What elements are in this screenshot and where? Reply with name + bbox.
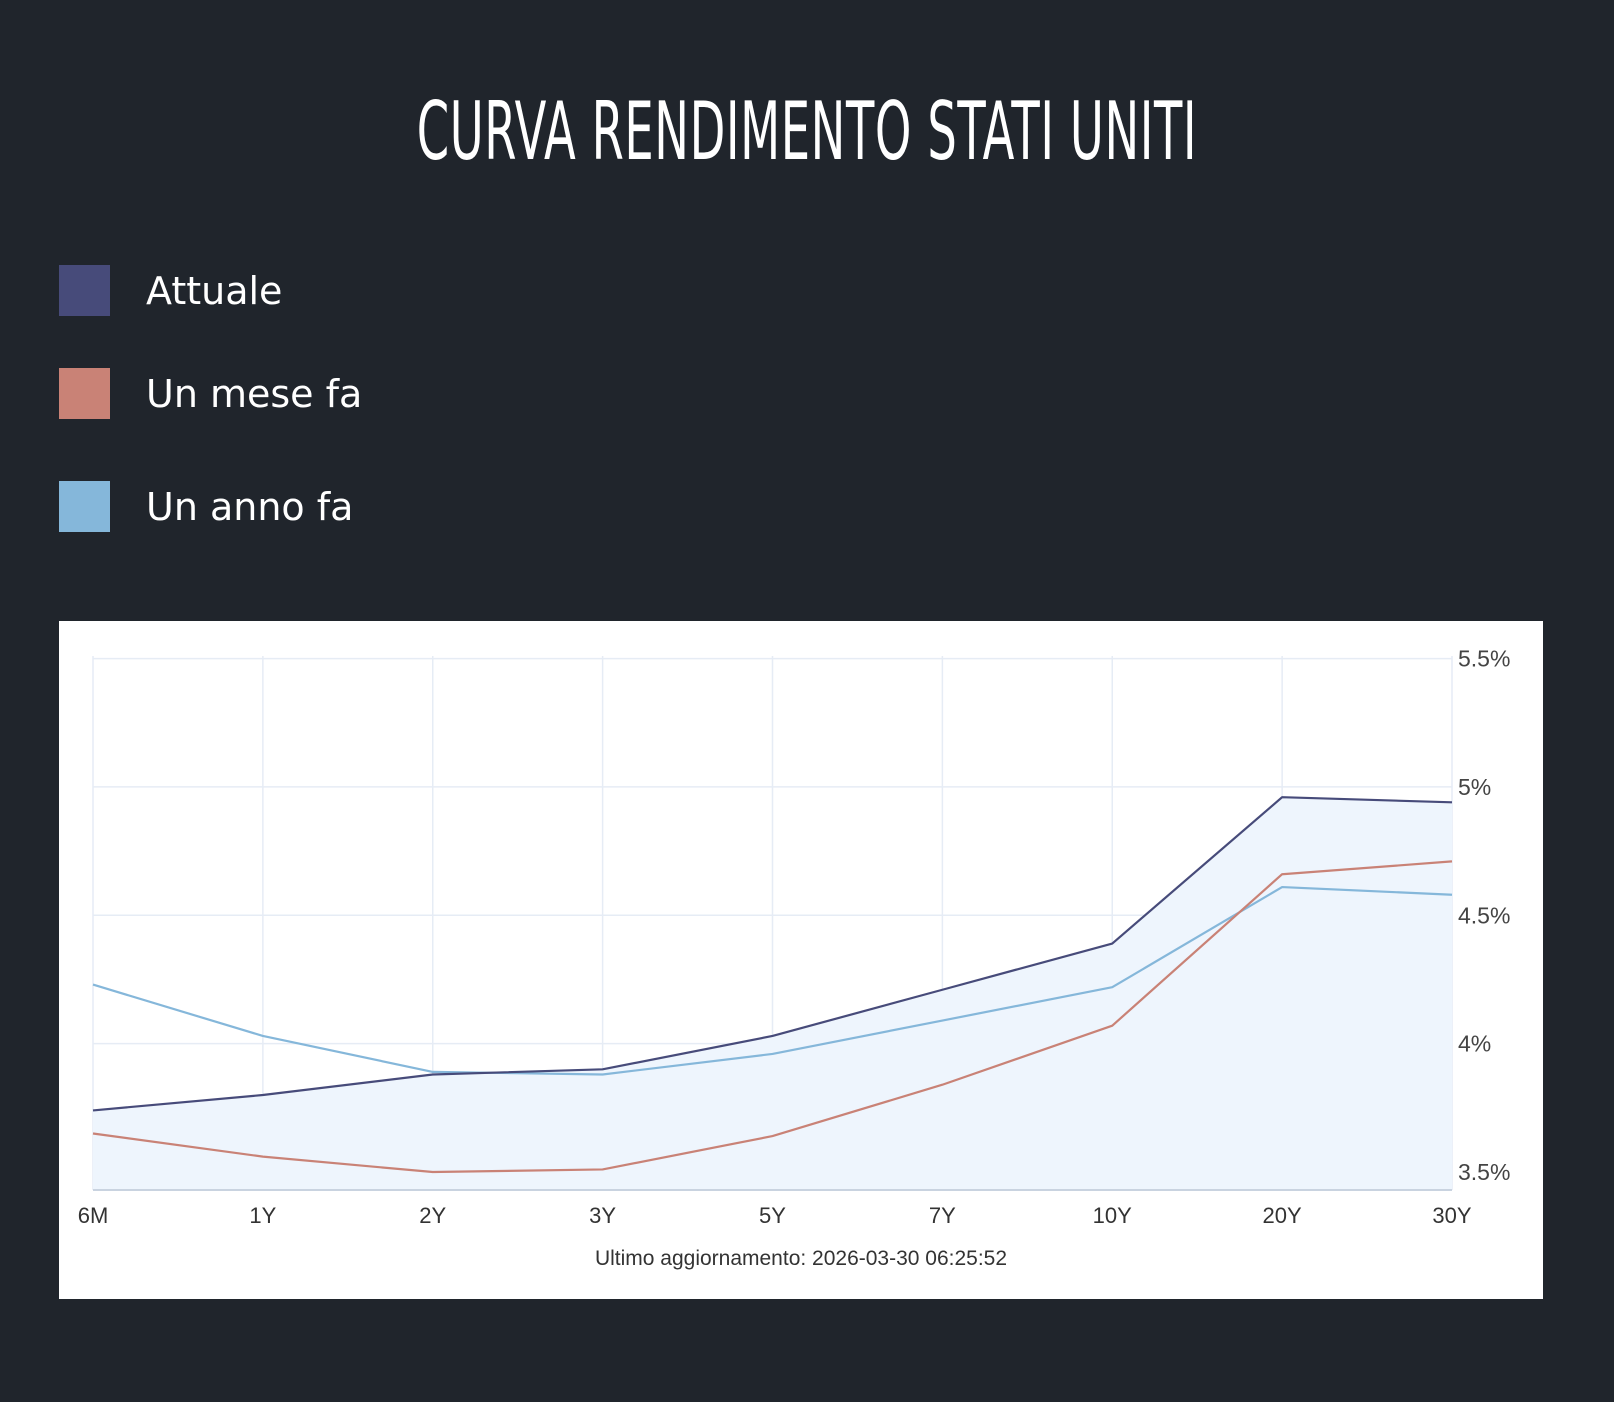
x-tick-label: 7Y xyxy=(929,1203,956,1228)
x-tick-label: 2Y xyxy=(419,1203,446,1228)
yield-curve-chart: 5.5% 5% 4.5% 4% 3.5% 6M 1Y 2Y 3Y 5Y 7Y 10Y 20Y 30Y xyxy=(78,646,1511,1228)
x-tick-label: 1Y xyxy=(249,1203,276,1228)
area-fill xyxy=(93,797,1452,1190)
x-tick-label: 5Y xyxy=(759,1203,786,1228)
y-tick-label: 4% xyxy=(1458,1031,1491,1057)
legend-swatch-un-mese-fa xyxy=(59,368,110,419)
legend-label-attuale: Attuale xyxy=(146,268,283,313)
x-tick-label: 30Y xyxy=(1432,1203,1471,1228)
legend-swatch-un-anno-fa xyxy=(59,481,110,532)
legend-label-un-mese-fa: Un mese fa xyxy=(146,371,363,416)
last-updated-note: Ultimo aggiornamento: 2026-03-30 06:25:5… xyxy=(594,1247,1008,1270)
legend-swatch-attuale xyxy=(59,265,110,316)
series-line-attuale xyxy=(92,796,1453,1112)
legend-item-un-anno-fa: Un anno fa xyxy=(59,481,353,532)
legend-item-attuale: Attuale xyxy=(59,265,282,316)
y-tick-label: 5.5% xyxy=(1458,646,1510,672)
series-line-un-mese-fa xyxy=(92,860,1453,1174)
legend-label-un-anno-fa: Un anno fa xyxy=(146,484,354,529)
x-tick-label: 6M xyxy=(78,1203,109,1228)
x-tick-label: 3Y xyxy=(589,1203,616,1228)
series-line-un-anno-fa xyxy=(92,885,1453,1076)
chart-panel: 5.5% 5% 4.5% 4% 3.5% 6M 1Y 2Y 3Y 5Y 7Y 10Y 20Y 30Y Ul… xyxy=(59,621,1543,1299)
y-tick-label: 5% xyxy=(1458,774,1491,800)
y-tick-label: 3.5% xyxy=(1458,1159,1510,1185)
y-tick-label: 4.5% xyxy=(1458,902,1510,928)
x-tick-label: 10Y xyxy=(1093,1203,1132,1228)
legend-item-un-mese-fa: Un mese fa xyxy=(59,368,362,419)
x-tick-label: 20Y xyxy=(1263,1203,1302,1228)
chart-title: CURVA RENDIMENTO STATI UNITI xyxy=(416,85,1198,178)
